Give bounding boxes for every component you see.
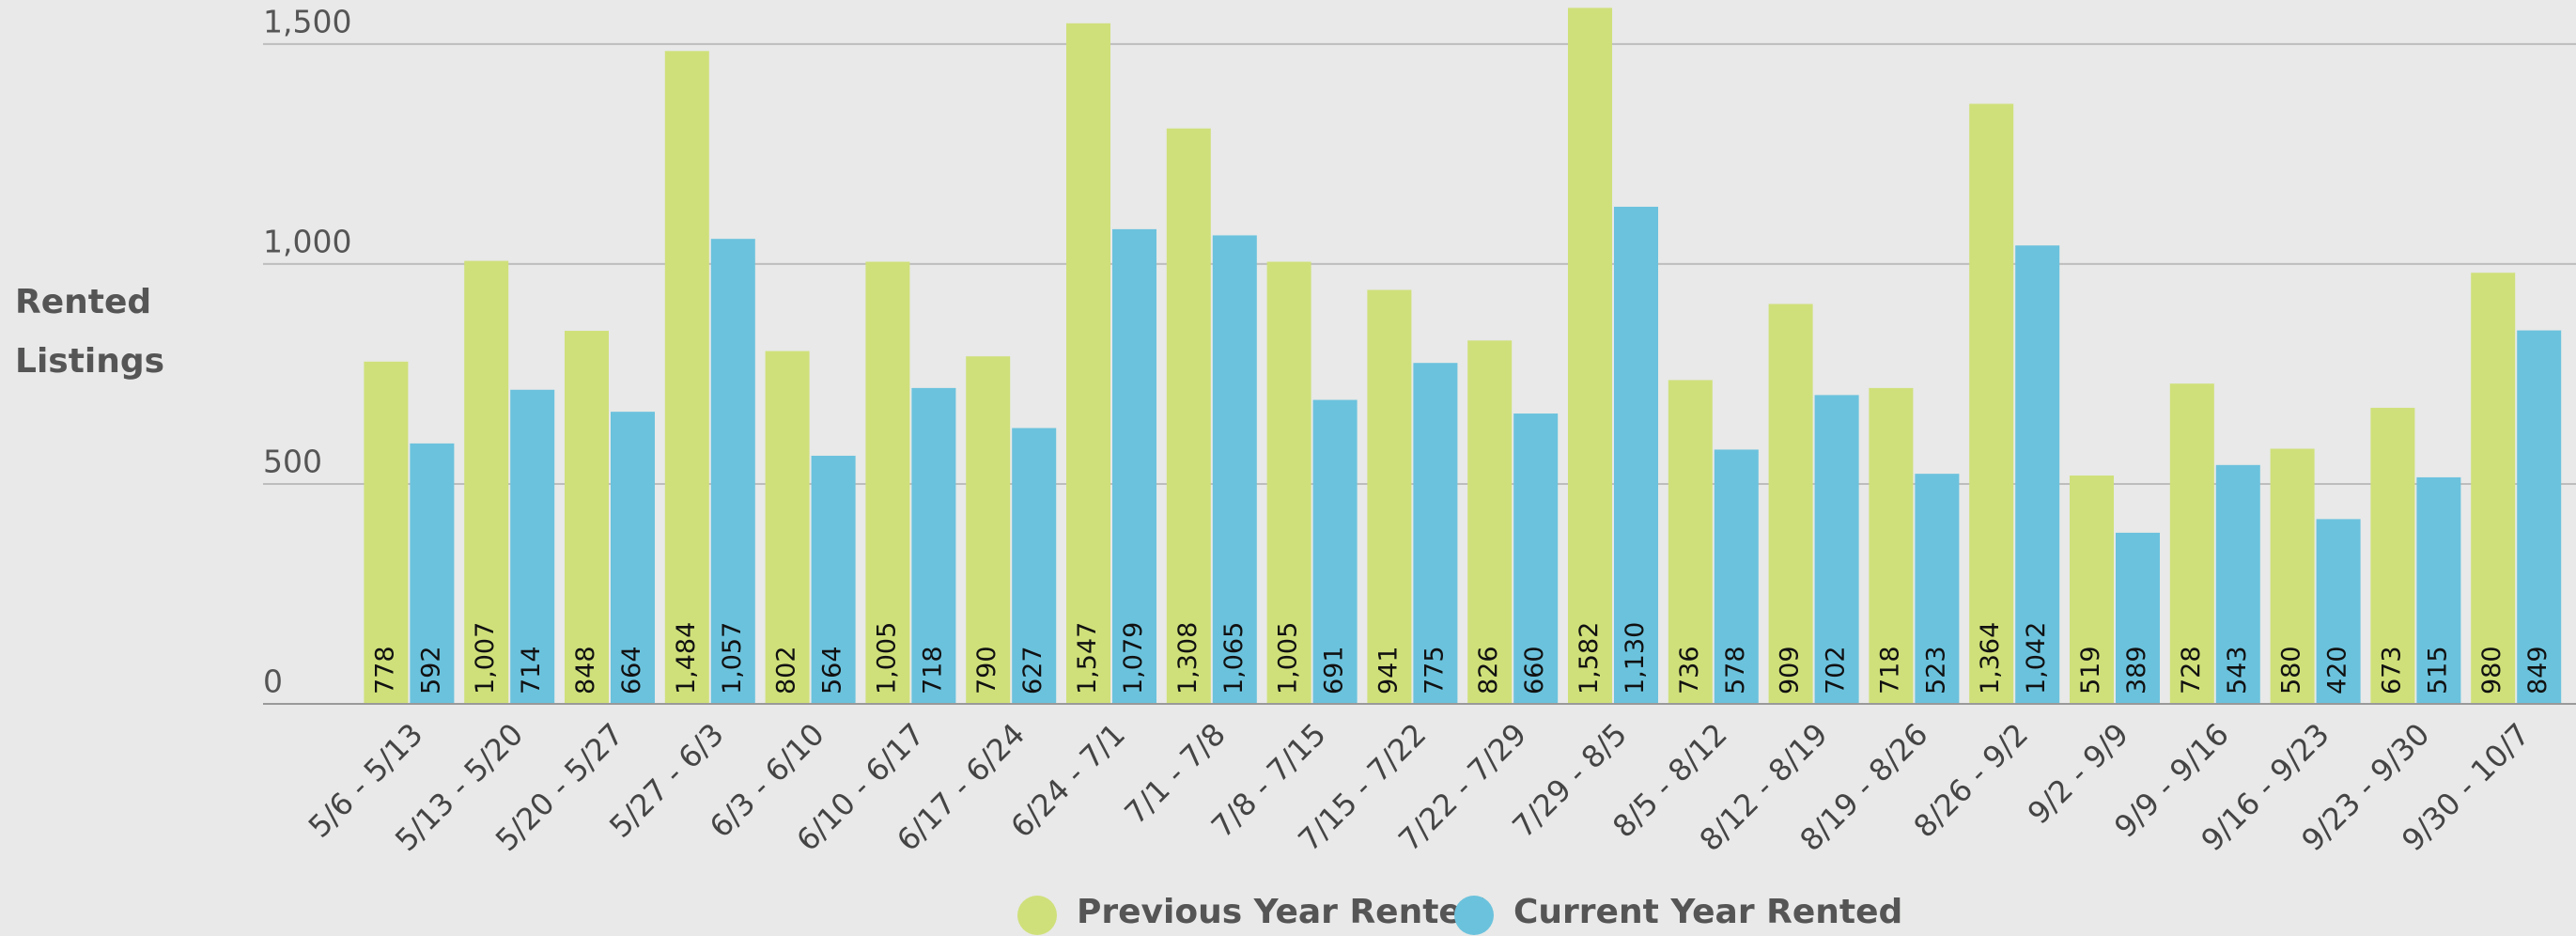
- bar: [2471, 273, 2516, 704]
- value-label: 728: [2177, 646, 2206, 694]
- value-label: 627: [1018, 646, 1047, 694]
- value-label: 691: [1320, 646, 1349, 694]
- value-label: 778: [370, 646, 399, 694]
- value-label: 519: [2076, 646, 2105, 694]
- value-label: 1,057: [718, 622, 747, 694]
- bar: [811, 455, 856, 704]
- value-label: 660: [1520, 646, 1549, 694]
- value-label: 1,364: [1976, 622, 2005, 694]
- bar: [2070, 476, 2114, 704]
- value-label: 718: [1875, 646, 1904, 694]
- value-label: 515: [2423, 646, 2452, 694]
- legend-marker: [1017, 896, 1057, 935]
- bar: [1367, 289, 1412, 704]
- value-label: 564: [818, 646, 847, 694]
- bar: [510, 389, 555, 704]
- y-tick-label: 1,000: [263, 223, 351, 259]
- bar: [364, 361, 409, 704]
- value-label: 580: [2277, 646, 2306, 694]
- bar: [2517, 330, 2562, 704]
- bar: [1614, 207, 1658, 705]
- value-label: 702: [1822, 646, 1851, 694]
- value-label: 1,130: [1621, 622, 1650, 694]
- bar: [664, 51, 709, 705]
- value-label: 578: [1721, 646, 1750, 694]
- value-label: 802: [772, 646, 801, 694]
- bar: [2116, 532, 2160, 704]
- bar: [1814, 395, 1859, 704]
- bar: [1768, 304, 1813, 704]
- bar: [2416, 476, 2461, 704]
- bar: [2215, 464, 2260, 704]
- value-label: 1,484: [672, 622, 701, 694]
- bar: [1467, 340, 1513, 704]
- value-label: 389: [2122, 646, 2151, 694]
- legend-label: Current Year Rented: [1513, 893, 1902, 931]
- bar: [1513, 413, 1559, 704]
- value-label: 420: [2323, 646, 2352, 694]
- bar: [410, 443, 455, 704]
- y-tick-label: 500: [263, 443, 322, 479]
- value-label: 1,308: [1173, 622, 1203, 694]
- bar: [1668, 380, 1713, 704]
- value-label: 790: [972, 646, 1001, 694]
- value-label: 1,582: [1575, 622, 1604, 694]
- bar: [611, 412, 655, 704]
- value-label: 543: [2223, 646, 2252, 694]
- bar: [1066, 23, 1110, 705]
- bar: [2316, 519, 2361, 704]
- value-label: 523: [1921, 646, 1950, 694]
- bar: [565, 331, 609, 704]
- y-tick-label: 1,500: [263, 3, 351, 39]
- bar: [911, 387, 956, 704]
- bar: [710, 239, 755, 704]
- y-axis-title: Rented Listings: [15, 283, 165, 381]
- bar: [765, 351, 810, 704]
- value-label: 849: [2523, 646, 2553, 694]
- bar: [1413, 363, 1458, 704]
- value-label: 664: [617, 646, 646, 694]
- value-label: 980: [2477, 646, 2506, 694]
- value-label: 673: [2377, 646, 2406, 694]
- value-label: 1,079: [1119, 622, 1148, 694]
- bar: [1568, 8, 1612, 704]
- bar: [1266, 261, 1311, 704]
- value-label: 909: [1776, 646, 1805, 694]
- bar: [1915, 474, 1960, 704]
- value-label: 1,547: [1073, 622, 1102, 694]
- legend-marker: [1454, 896, 1494, 935]
- bar: [1212, 235, 1257, 704]
- value-label: 592: [416, 646, 445, 694]
- value-label: 1,005: [1274, 622, 1303, 694]
- value-label: 718: [918, 646, 947, 694]
- bar: [2270, 448, 2315, 704]
- value-label: 1,042: [2022, 622, 2051, 694]
- bar: [966, 356, 1011, 704]
- bar: [1714, 449, 1759, 704]
- y-tick-label: 0: [263, 663, 283, 700]
- value-label: 1,005: [872, 622, 901, 694]
- value-label: 941: [1373, 646, 1403, 694]
- bar: [1012, 428, 1057, 704]
- bar: [865, 261, 910, 704]
- bar: [1166, 128, 1211, 704]
- value-label: 775: [1420, 646, 1449, 694]
- bar: [2169, 383, 2214, 704]
- bar: [1969, 103, 2014, 705]
- bar: [2370, 407, 2415, 704]
- value-label: 848: [571, 646, 600, 694]
- value-label: 826: [1474, 646, 1503, 694]
- value-label: 736: [1675, 646, 1704, 694]
- legend-label: Previous Year Rented: [1077, 893, 1486, 931]
- value-label: 1,007: [471, 622, 500, 694]
- bar: [464, 260, 509, 704]
- value-label: 714: [517, 646, 546, 694]
- bar: [2015, 245, 2060, 704]
- bar: [1869, 387, 1914, 704]
- value-label: 1,065: [1219, 622, 1249, 694]
- bar: [1312, 399, 1358, 704]
- bar: [1112, 228, 1156, 704]
